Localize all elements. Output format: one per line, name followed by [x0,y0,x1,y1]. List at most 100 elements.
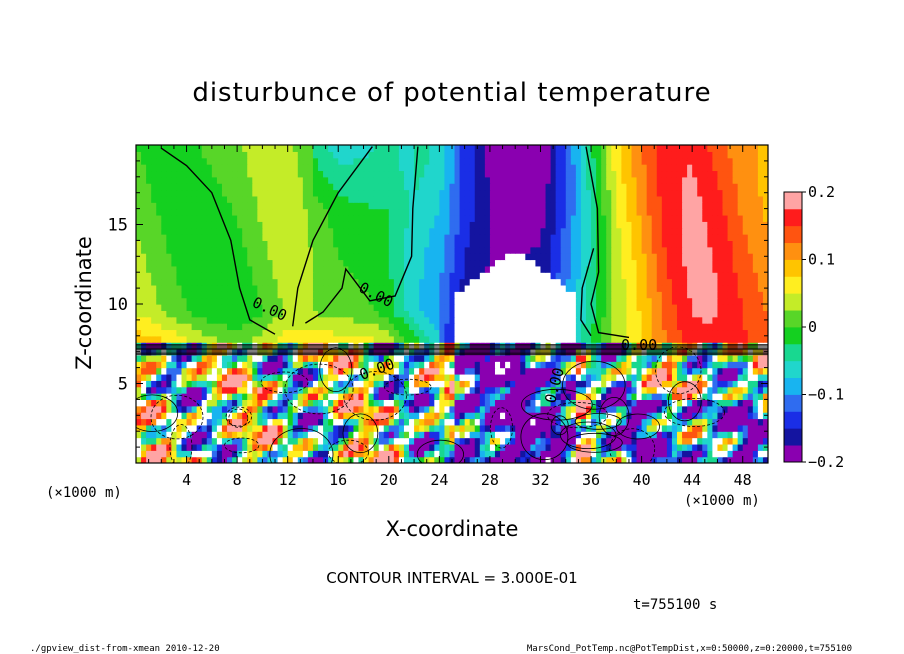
heatmap-cell [636,291,643,299]
heatmap-cell [520,272,526,280]
heatmap-cell [141,272,147,280]
heatmap-cell [494,246,501,254]
heatmap-cell [697,234,703,241]
heatmap-cell [656,310,663,318]
heatmap-cell [328,323,334,331]
heatmap-cell [722,304,729,311]
heatmap-cell [444,450,451,458]
heatmap-cell [702,431,708,439]
heatmap-cell [388,335,395,343]
heatmap-cell [257,399,263,407]
heatmap-cell [747,329,754,337]
heatmap-cell [742,259,749,267]
heatmap-cell [692,405,698,413]
heatmap-cell [454,456,461,463]
heatmap-cell [353,246,360,254]
heatmap-cell [752,284,759,292]
heatmap-cell [141,393,147,400]
heatmap-cell [297,304,304,311]
heatmap-cell [656,456,663,463]
heatmap-cell [333,253,339,261]
heatmap-cell [530,297,537,305]
heatmap-cell [646,399,653,407]
heatmap-cell [474,323,481,331]
heatmap-cell [515,297,521,305]
heatmap-cell [221,373,228,381]
heatmap-cell [383,329,390,337]
heatmap-cell [762,310,768,318]
heatmap-cell [540,227,547,235]
heatmap-cell [141,259,147,267]
heatmap-cell [363,227,370,235]
heatmap-cell [712,367,719,375]
heatmap-cell [181,323,188,331]
heatmap-cell [201,323,208,331]
heatmap-cell [186,227,193,235]
heatmap-cell [257,361,263,369]
heatmap-cell [555,437,562,445]
heatmap-cell [737,450,744,458]
heatmap-cell [338,316,344,324]
heatmap-cell [545,373,552,381]
heatmap-cell [328,310,334,318]
heatmap-cell [282,431,289,439]
heatmap-cell [257,214,263,222]
heatmap-cell [272,443,279,451]
heatmap-cell [525,323,531,331]
heatmap-cell [338,246,344,254]
heatmap-cell [398,431,405,439]
heatmap-cell [141,316,147,324]
heatmap-cell [757,259,764,267]
heatmap-cell [540,253,547,261]
heatmap-cell [591,214,597,222]
heatmap-cell [752,399,759,407]
heatmap-cell [727,386,734,394]
heatmap-cell [682,214,688,222]
heatmap-cell [353,399,360,407]
heatmap-cell [656,393,663,400]
heatmap-cell [727,443,734,451]
heatmap-cell [692,424,698,432]
heatmap-cell [232,380,238,388]
heatmap-cell [555,297,562,305]
heatmap-cell [505,335,511,343]
heatmap-cell [666,380,673,388]
heatmap-cell [727,253,734,261]
heatmap-cell [414,278,420,286]
heatmap-cell [474,437,481,445]
heatmap-cell [171,373,178,381]
heatmap-cell [353,253,360,261]
heatmap-cell [419,393,425,400]
heatmap-cell [510,297,516,305]
heatmap-cell [444,412,451,420]
heatmap-cell [757,431,764,439]
heatmap-cell [373,221,380,229]
heatmap-cell [661,297,668,305]
heatmap-cell [328,367,334,375]
heatmap-cell [747,335,754,343]
heatmap-cell [409,208,415,216]
heatmap-cell [626,399,633,407]
heatmap-cell [393,227,400,235]
heatmap-cell [358,265,365,273]
heatmap-cell [181,399,188,407]
heatmap-cell [267,227,274,235]
heatmap-cell [287,208,294,216]
heatmap-cell [449,310,456,318]
heatmap-cell [697,240,703,248]
heatmap-cell [520,361,526,369]
heatmap-cell [666,310,673,318]
heatmap-cell [489,221,496,229]
heatmap-cell [596,418,602,426]
heatmap-cell [510,265,516,273]
heatmap-cell [474,354,481,362]
heatmap-cell [449,234,456,241]
heatmap-cell [312,221,319,229]
heatmap-cell [747,424,754,432]
heatmap-cell [312,323,319,331]
heatmap-cell [449,443,456,451]
heatmap-cell [762,437,768,445]
heatmap-cell [727,272,734,280]
heatmap-cell [429,297,435,305]
heatmap-cell [525,373,531,381]
